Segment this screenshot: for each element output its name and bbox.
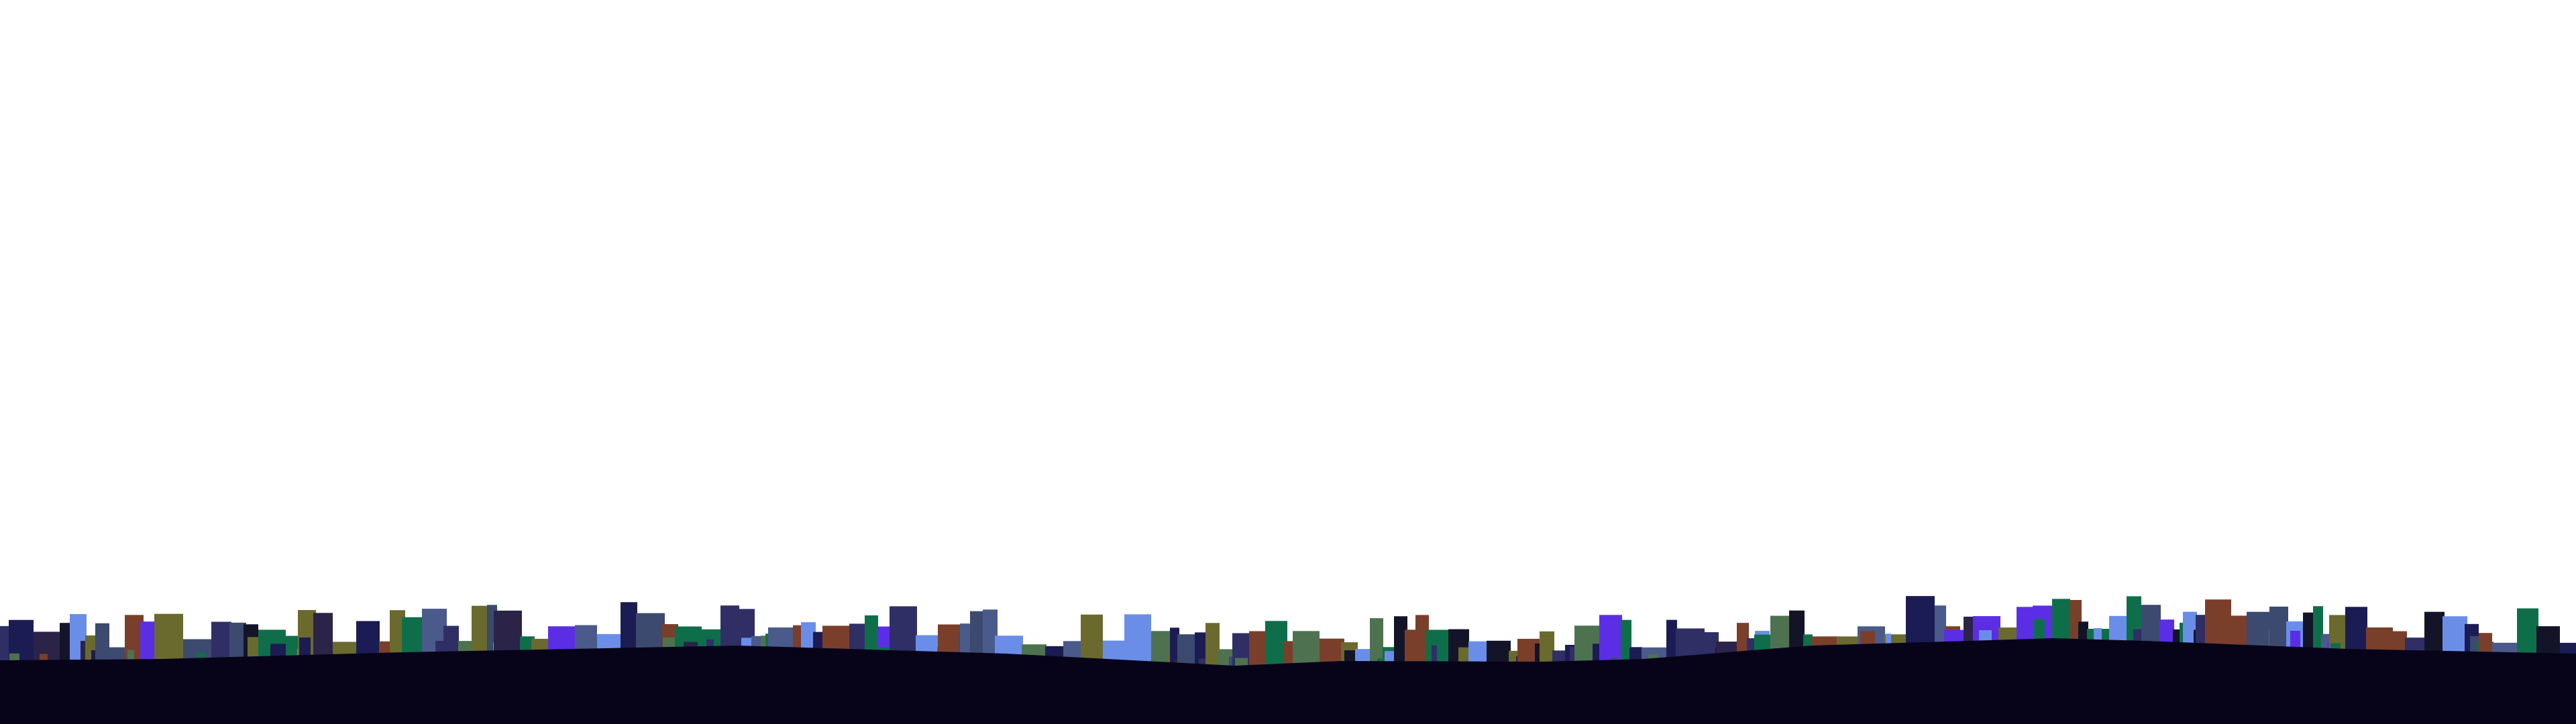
building [575, 625, 597, 653]
building [1540, 631, 1554, 666]
building [1906, 596, 1935, 647]
building [636, 613, 665, 652]
building [2479, 633, 2492, 656]
building [621, 602, 637, 652]
ground-hills [0, 638, 2576, 724]
building [1249, 631, 1266, 669]
building [2470, 636, 2479, 656]
building [472, 605, 489, 655]
building [60, 623, 71, 664]
building [2017, 607, 2033, 644]
building [1199, 658, 1205, 668]
building [1487, 640, 1511, 666]
building [890, 606, 917, 655]
building [286, 636, 301, 660]
building [313, 613, 333, 659]
building [1265, 621, 1287, 668]
building [1737, 623, 1749, 656]
building [960, 623, 971, 657]
building [849, 623, 867, 654]
building [229, 622, 246, 661]
building [520, 636, 535, 654]
building [706, 639, 714, 650]
building [1415, 615, 1429, 666]
building [970, 611, 985, 657]
building [801, 622, 816, 652]
building [2303, 612, 2316, 652]
building [127, 650, 134, 664]
building [865, 615, 878, 654]
building [95, 623, 109, 664]
building [1293, 631, 1320, 667]
building [1599, 615, 1622, 664]
building [2052, 599, 2070, 643]
building [299, 637, 311, 659]
building [1432, 645, 1437, 666]
building [2078, 621, 2088, 644]
building [2345, 607, 2367, 654]
building [2205, 599, 2231, 648]
building [1405, 629, 1418, 666]
building [1621, 619, 1631, 664]
building [2034, 619, 2045, 643]
building [1081, 614, 1103, 662]
building [1177, 634, 1195, 668]
building [2536, 626, 2560, 658]
building [390, 610, 405, 657]
building [1964, 616, 1974, 645]
building [1860, 631, 1875, 648]
building [983, 609, 998, 658]
building [1770, 615, 1792, 652]
building [2443, 616, 2467, 656]
building [720, 605, 739, 650]
building [140, 621, 157, 664]
building [0, 625, 10, 664]
building [248, 637, 262, 661]
building [2228, 615, 2248, 649]
building [1789, 610, 1805, 651]
building [1676, 628, 1705, 660]
building [443, 625, 459, 656]
building [356, 621, 380, 658]
building [1320, 638, 1344, 666]
building [548, 626, 575, 654]
building [1458, 647, 1470, 666]
building [2269, 606, 2288, 650]
building [2247, 611, 2271, 650]
building [211, 621, 231, 662]
building [402, 617, 424, 656]
building [1394, 616, 1407, 666]
building [2366, 627, 2393, 654]
building [1666, 619, 1677, 661]
building [822, 625, 851, 653]
building [2424, 611, 2445, 655]
building [2159, 619, 2174, 646]
building [2313, 606, 2323, 652]
building [1170, 627, 1179, 667]
building [1205, 623, 1220, 669]
building [91, 650, 99, 664]
building [2290, 630, 2300, 651]
building [877, 626, 890, 654]
building [1935, 605, 1946, 646]
building [2196, 615, 2205, 648]
building [154, 613, 183, 663]
building [1370, 618, 1383, 666]
building [494, 610, 522, 654]
building [1886, 634, 1891, 648]
building [1124, 614, 1151, 665]
building [2183, 611, 2197, 647]
building [1426, 629, 1452, 666]
building [813, 631, 825, 652]
building [2109, 615, 2128, 644]
building [2141, 605, 2161, 646]
